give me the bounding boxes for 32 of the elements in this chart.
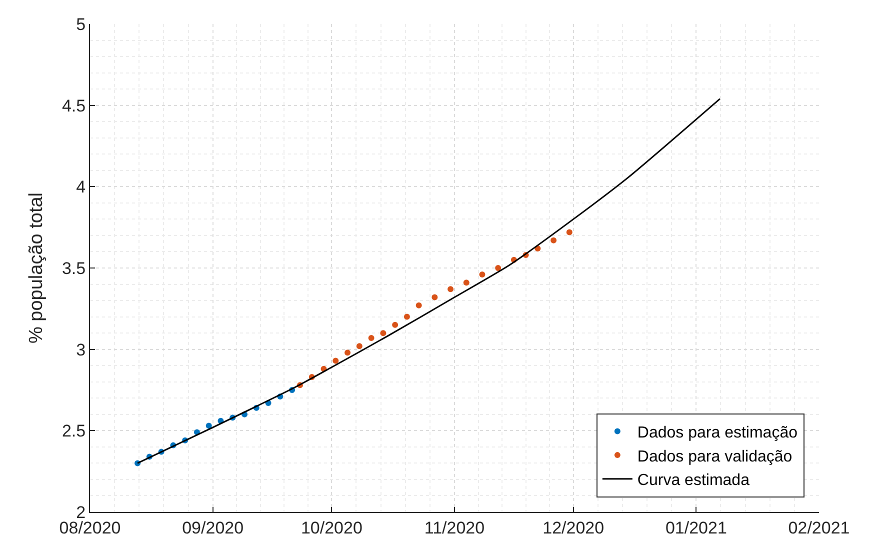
point <box>448 286 454 292</box>
point <box>356 343 362 350</box>
point <box>479 272 486 278</box>
point <box>495 265 502 271</box>
point <box>392 322 398 328</box>
legend-label: Dados para validação <box>637 448 792 466</box>
point <box>344 350 351 356</box>
legend-label: Curva estimada <box>637 472 750 490</box>
y-axis-title: % população total <box>26 192 47 344</box>
y-tick-label: 4.5 <box>62 96 86 116</box>
y-tick-label: 2.5 <box>62 422 86 441</box>
point <box>404 314 410 320</box>
point <box>566 229 572 236</box>
point <box>206 422 212 429</box>
point <box>380 330 386 336</box>
legend-label: Dados para estimação <box>637 424 798 442</box>
point <box>463 280 470 286</box>
x-tick-label: 10/2020 <box>300 518 362 538</box>
x-tick-label: 02/2021 <box>788 518 850 538</box>
x-tick-label: 01/2021 <box>665 518 727 538</box>
point <box>432 294 438 300</box>
y-tick-label: 3.5 <box>62 258 86 278</box>
y-tick-label: 3 <box>76 340 86 360</box>
point <box>416 302 422 308</box>
point <box>550 237 557 244</box>
x-tick-label: 09/2020 <box>182 518 244 538</box>
y-tick-label: 5 <box>76 14 86 34</box>
x-tick-label: 11/2020 <box>424 518 485 538</box>
x-tick-label: 12/2020 <box>542 518 604 538</box>
point <box>332 358 339 364</box>
point <box>368 334 374 341</box>
y-tick-label: 4 <box>76 178 86 197</box>
